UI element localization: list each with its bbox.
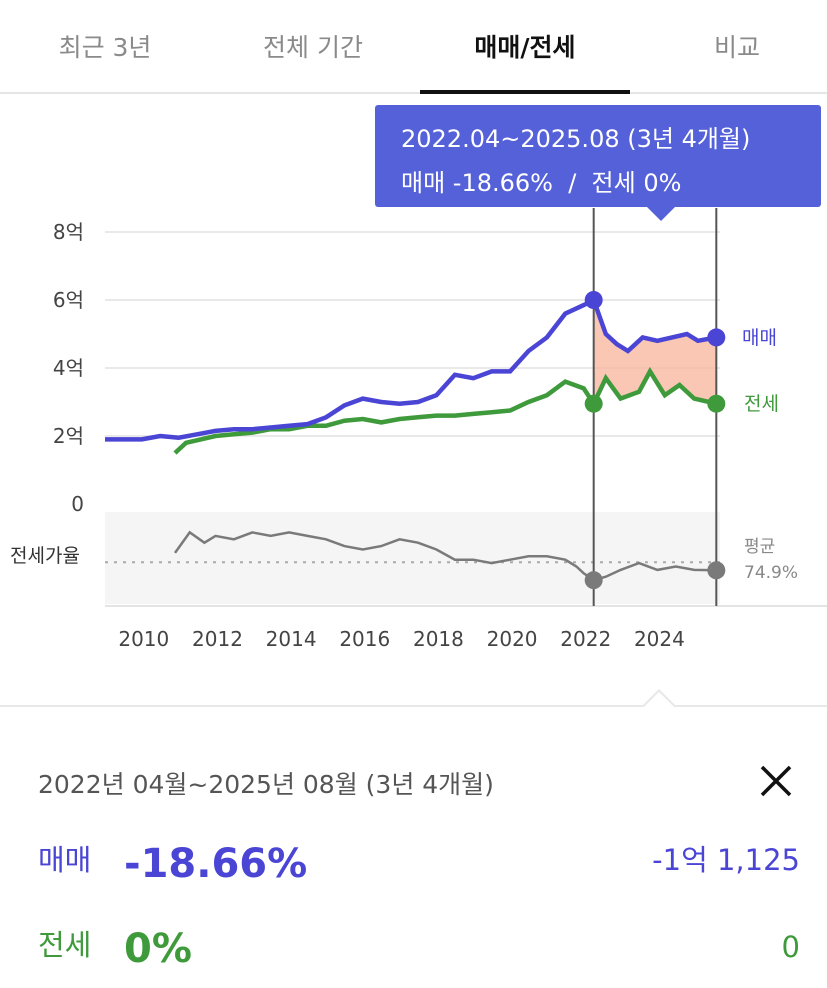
rent-start-marker — [584, 394, 603, 413]
tab-sale-rent[interactable]: 매매/전세 — [420, 0, 630, 94]
y-tick-label: 6억 — [53, 288, 84, 312]
rent-summary-percent: 0% — [124, 926, 192, 972]
tooltip-change: 매매 -18.66% / 전세 0% — [401, 169, 682, 197]
sale-summary-label: 매매 — [38, 843, 92, 877]
rent-summary-amount: 0 — [781, 930, 800, 964]
x-tick-label: 2010 — [118, 627, 169, 651]
x-tick-label: 2014 — [266, 627, 317, 651]
sale-series-label: 매매 — [742, 327, 777, 349]
rent-summary-row: 전세 0% 0 — [38, 912, 800, 972]
tab-compare[interactable]: 비교 — [713, 33, 760, 62]
close-button[interactable] — [754, 759, 798, 803]
tooltip-period: 2022.04~2025.08 (3년 4개월) — [401, 125, 751, 153]
ratio-label: 전세가율 — [10, 545, 80, 567]
tab-bar: 최근 3년 전체 기간 매매/전세 비교 — [0, 0, 827, 94]
summary-panel: 2022년 04월~2025년 08월 (3년 4개월) 매매 -18.66% … — [0, 689, 827, 988]
y-tick-label: 8억 — [53, 220, 84, 244]
tab-recent-3-years[interactable]: 최근 3년 — [58, 33, 152, 62]
x-tick-label: 2020 — [487, 627, 538, 651]
close-icon — [760, 765, 792, 797]
tab-all-period[interactable]: 전체 기간 — [263, 33, 363, 62]
y-tick-label: 2억 — [53, 424, 84, 448]
sale-line — [105, 296, 717, 442]
selection-range-fill — [593, 300, 717, 404]
rent-series-label: 전세 — [744, 393, 779, 415]
rent-line — [173, 366, 717, 455]
rent-end-marker — [707, 394, 726, 413]
sale-summary-row: 매매 -18.66% -1억 1,125 — [38, 827, 800, 887]
x-tick-label: 2018 — [413, 627, 464, 651]
sale-summary-amount: -1억 1,125 — [652, 843, 800, 877]
selection-tooltip: 2022.04~2025.08 (3년 4개월) 매매 -18.66% / 전세… — [375, 105, 821, 221]
price-chart[interactable]: 0 2억 4억 6억 8억 2010 2012 2014 2016 2018 2020 2022 20… — [0, 94, 827, 704]
x-tick-label: 2012 — [192, 627, 243, 651]
panel-period: 2022년 04월~2025년 08월 (3년 4개월) — [38, 770, 494, 799]
x-tick-label: 2022 — [560, 627, 611, 651]
ratio-end-marker — [707, 561, 726, 580]
ratio-average-label: 평균 — [744, 537, 775, 557]
ratio-band — [105, 512, 720, 604]
x-tick-label: 2024 — [634, 627, 685, 651]
rent-summary-label: 전세 — [38, 928, 92, 962]
y-tick-label: 4억 — [53, 356, 84, 380]
ratio-average-value: 74.9% — [744, 563, 798, 583]
sale-summary-percent: -18.66% — [124, 841, 308, 887]
ratio-start-marker — [584, 571, 603, 590]
y-tick-label: 0 — [71, 492, 84, 516]
sale-start-marker — [584, 291, 603, 309]
x-tick-label: 2016 — [339, 627, 390, 651]
sale-end-marker — [707, 328, 726, 347]
ratio-line — [173, 530, 717, 582]
